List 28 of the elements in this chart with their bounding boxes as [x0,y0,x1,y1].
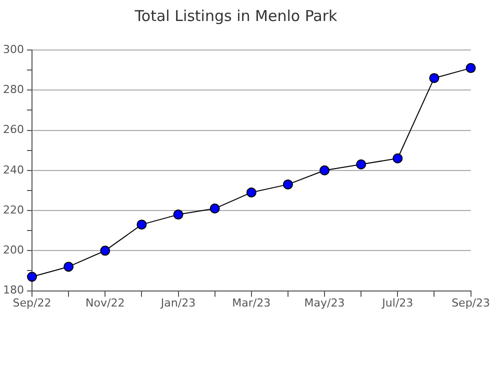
y-tick-label: 280 [2,82,24,96]
x-tick-label: May/23 [304,296,345,310]
point [466,63,476,74]
y-tick-label: 200 [2,244,24,257]
y-tick-label: 300 [2,42,24,56]
point [173,210,184,220]
point [246,187,256,198]
chart-title: Total Listings in Menlo Park [134,6,338,25]
point [392,153,403,164]
point [282,179,293,190]
point [429,73,440,84]
x-tick-label: Jan/23 [160,296,196,310]
x-tick-label: Sep/22 [12,296,52,310]
y-tick-label: 240 [2,163,24,176]
x-tick-label: Sep/23 [452,296,490,310]
point [100,246,110,256]
y-tick-label: 260 [2,123,24,136]
point [210,204,220,214]
point [136,220,147,230]
point [26,272,37,282]
point [320,165,330,176]
x-tick-label: Nov/22 [86,296,125,310]
y-tick-label: 220 [2,203,24,216]
point [356,159,366,170]
y-tick-label: 180 [2,284,24,297]
x-tick-label: Jul/23 [381,296,414,310]
x-tick-label: Mar/23 [232,296,271,310]
point [64,262,74,272]
